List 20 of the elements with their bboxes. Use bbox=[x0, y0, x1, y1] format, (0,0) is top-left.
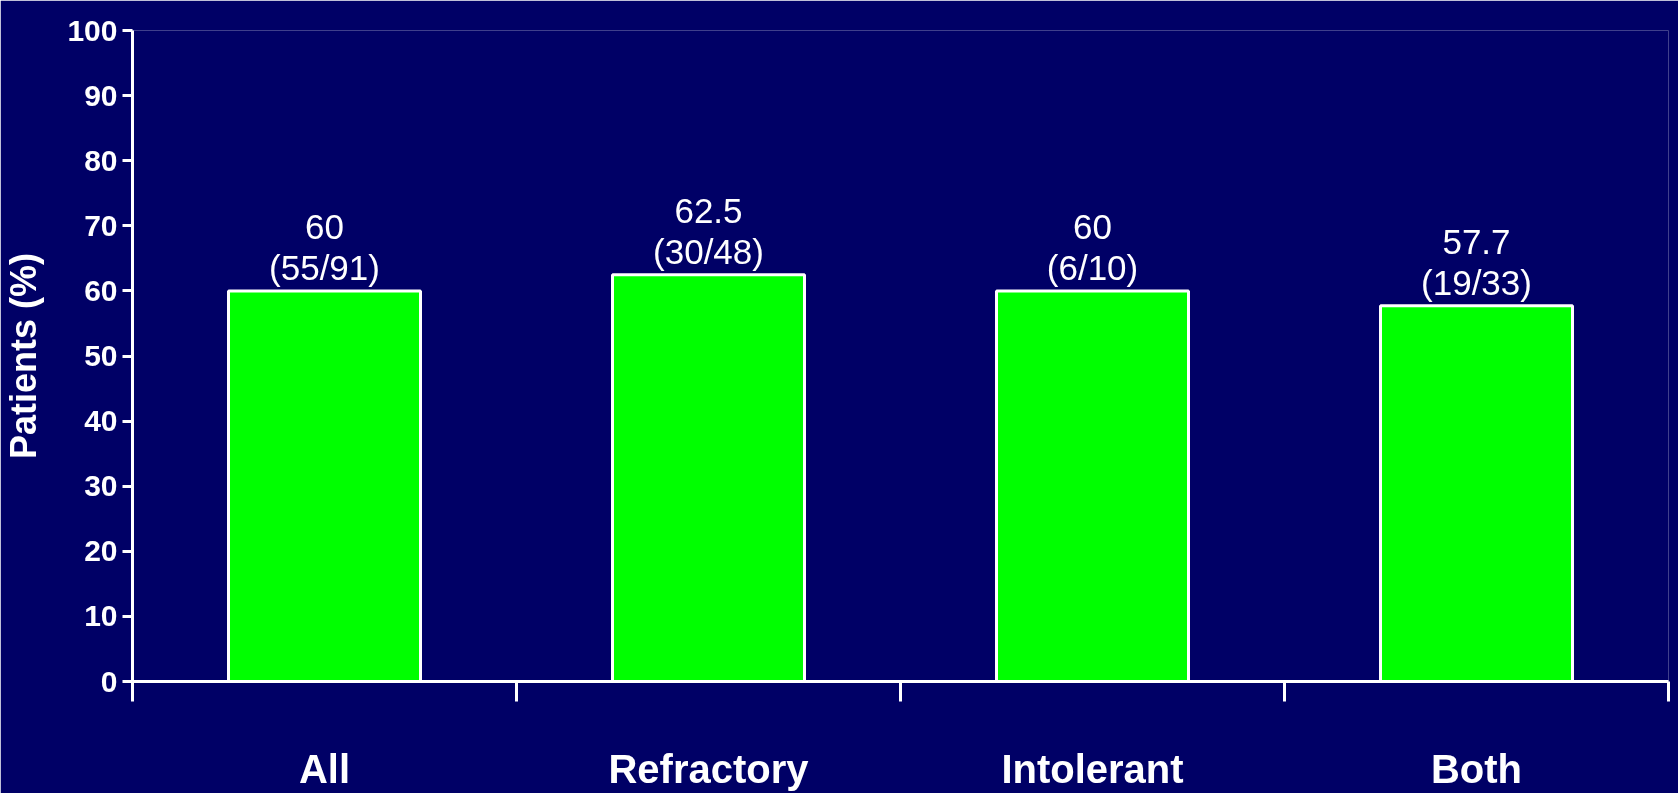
data-label: 60 (55/91) bbox=[269, 206, 380, 287]
y-tick-label: 40 bbox=[84, 404, 118, 438]
x-tick-label: All bbox=[298, 746, 351, 791]
y-tick-label: 100 bbox=[67, 13, 118, 47]
y-tick-label: 90 bbox=[84, 78, 118, 112]
y-tick-label: 10 bbox=[84, 599, 118, 633]
data-label: 62.5 (30/48) bbox=[653, 190, 764, 271]
y-axis-title: Patients (%) bbox=[3, 252, 45, 460]
y-tick-label: 60 bbox=[84, 273, 118, 307]
x-tick-label: Both bbox=[1430, 746, 1523, 791]
data-label: 60 (6/10) bbox=[1046, 206, 1139, 287]
y-tick-label: 80 bbox=[84, 143, 118, 177]
y-tick-label: 20 bbox=[84, 534, 118, 568]
x-tick-label: Refractory bbox=[608, 746, 810, 791]
data-label: 57.7 (19/33) bbox=[1421, 221, 1532, 302]
y-tick-label: 50 bbox=[84, 339, 118, 372]
x-tick-label: Intolerant bbox=[1001, 746, 1184, 791]
y-tick-label: 70 bbox=[84, 208, 118, 242]
y-tick-label: 0 bbox=[100, 664, 118, 698]
y-tick-label: 30 bbox=[84, 469, 118, 503]
